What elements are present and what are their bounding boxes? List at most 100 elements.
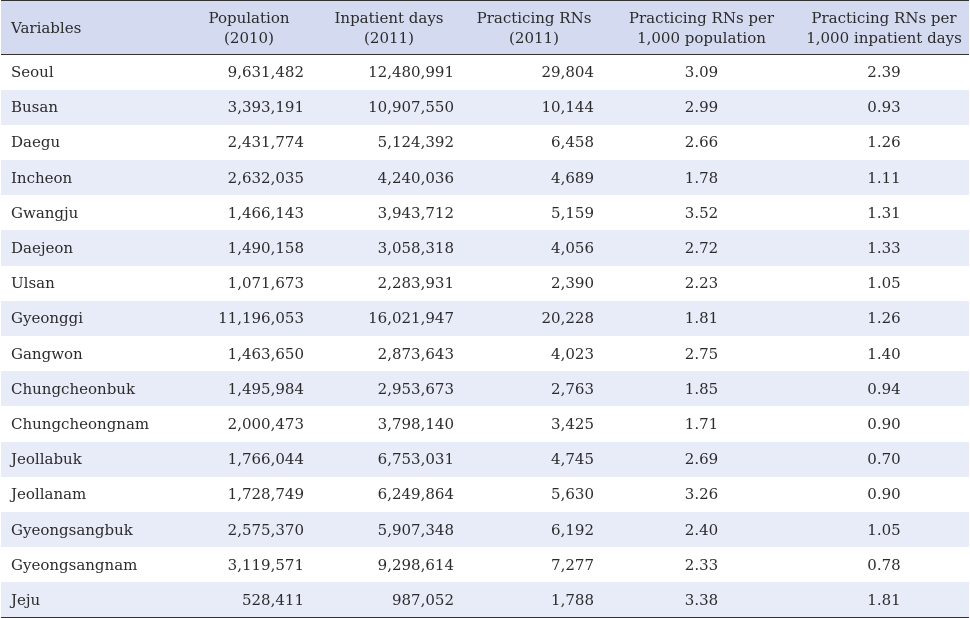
cell-practicing-rns: 5,630 [551,485,594,504]
cell-region: Ulsan [11,274,55,293]
cell-population: 1,728,749 [227,485,304,504]
cell-rns-per-inpatient-days: 1.11 [867,168,901,187]
table-row: Jeollanam 1,728,749 6,249,864 5,630 3.26 0.90 [1,477,969,512]
cell-region: Busan [11,98,58,117]
cell-rns-per-population: 2.66 [684,133,719,152]
cell-rns-per-inpatient-days: 0.70 [867,450,901,469]
table-row: Gyeongsangbuk 2,575,370 5,907,348 6,192 2.40… [1,511,969,548]
cell-rns-per-inpatient-days: 1.33 [867,239,901,258]
header-variables: Variables [11,18,82,37]
cell-region: Seoul [11,63,54,82]
cell-rns-per-population: 3.09 [684,63,719,82]
cell-rns-per-population: 3.26 [684,485,719,504]
cell-practicing-rns: 2,390 [551,274,594,293]
cell-rns-per-inpatient-days: 1.05 [867,520,901,539]
cell-inpatient-days: 3,058,318 [377,239,454,258]
cell-population: 2,000,473 [227,414,304,433]
cell-rns-per-population: 1.85 [684,379,719,398]
cell-practicing-rns: 4,745 [551,450,594,469]
table-row: Jeollabuk 1,766,044 6,753,031 4,745 2.69 0.70 [1,441,969,477]
cell-population: 11,196,053 [218,309,304,328]
table-row: Gwangju 1,466,143 3,943,712 5,159 3.52 1.31 [1,195,969,230]
cell-inpatient-days: 2,283,931 [377,274,454,293]
table-row: Daejeon 1,490,158 3,058,318 4,056 2.72 1.33 [1,230,969,266]
cell-rns-per-population: 1.81 [684,309,719,328]
cell-rns-per-population: 2.23 [684,274,719,293]
table-row: Seoul 9,631,482 12,480,991 29,804 3.09 2.39 [1,55,969,90]
cell-inpatient-days: 12,480,991 [368,63,454,82]
table-row: Gyeonggi 11,196,053 16,021,947 20,228 1.81 1.… [1,300,969,336]
cell-rns-per-population: 1.78 [684,168,719,187]
cell-rns-per-inpatient-days: 0.94 [867,379,901,398]
cell-practicing-rns: 5,159 [551,203,594,222]
header-inpatient-days: Inpatient days (2011) [334,8,444,47]
cell-population: 2,632,035 [227,168,304,187]
cell-region: Daegu [11,133,61,152]
cell-region: Gyeonggi [11,309,84,328]
cell-practicing-rns: 1,788 [551,590,594,609]
cell-practicing-rns: 6,192 [551,520,594,539]
cell-rns-per-inpatient-days: 0.90 [867,414,901,433]
cell-rns-per-population: 1.71 [684,414,719,433]
cell-practicing-rns: 4,023 [551,344,594,363]
cell-rns-per-inpatient-days: 1.26 [867,309,901,328]
cell-inpatient-days: 4,240,036 [377,168,454,187]
cell-practicing-rns: 4,056 [551,239,594,258]
cell-population: 1,071,673 [227,274,304,293]
cell-rns-per-population: 2.75 [684,344,719,363]
cell-inpatient-days: 6,753,031 [377,450,454,469]
cell-region: Incheon [11,168,73,187]
header-practicing-rns: Practicing RNs (2011) [476,8,592,47]
cell-practicing-rns: 20,228 [541,309,595,328]
cell-rns-per-population: 2.72 [684,239,719,258]
cell-rns-per-inpatient-days: 2.39 [867,63,901,82]
cell-population: 1,490,158 [227,239,304,258]
cell-region: Jeju [11,590,41,609]
cell-rns-per-inpatient-days: 1.81 [867,590,901,609]
cell-rns-per-inpatient-days: 0.78 [867,555,901,574]
table-row: Daegu 2,431,774 5,124,392 6,458 2.66 1.26 [1,125,969,160]
cell-rns-per-population: 2.99 [684,98,719,117]
cell-region: Chungcheongnam [11,414,150,433]
cell-population: 1,766,044 [227,450,304,469]
header-population: Population (2010) [208,8,290,47]
cell-inpatient-days: 987,052 [391,590,454,609]
cell-inpatient-days: 3,943,712 [377,203,454,222]
cell-rns-per-population: 3.38 [684,590,719,609]
cell-population: 528,411 [241,590,304,609]
table-row: Jeju 528,411 987,052 1,788 3.38 1.81 [1,582,969,618]
table-row: Gyeongsangnam 3,119,571 9,298,614 7,277 2.33… [1,547,969,582]
cell-region: Jeollanam [11,485,87,504]
cell-population: 1,463,650 [227,344,304,363]
cell-population: 3,393,191 [227,98,304,117]
cell-practicing-rns: 2,763 [551,379,594,398]
cell-practicing-rns: 4,689 [551,168,594,187]
cell-rns-per-inpatient-days: 1.26 [867,133,901,152]
cell-population: 1,466,143 [227,203,304,222]
cell-rns-per-population: 3.52 [684,203,719,222]
cell-rns-per-population: 2.40 [684,520,719,539]
cell-inpatient-days: 3,798,140 [377,414,454,433]
table-row: Chungcheonbuk 1,495,984 2,953,673 2,763 1.85… [1,371,969,407]
header-rns-per-inpatient-days: Practicing RNs per 1,000 inpatient days [806,8,962,47]
table-row: Chungcheongnam 2,000,473 3,798,140 3,425 1.7… [1,406,969,441]
cell-population: 2,431,774 [227,133,304,152]
cell-population: 1,495,984 [227,379,304,398]
cell-region: Gwangju [11,203,79,222]
cell-population: 2,575,370 [227,520,304,539]
cell-region: Gyeongsangnam [11,555,138,574]
table-body: Seoul 9,631,482 12,480,991 29,804 3.09 2.39 Bu… [1,55,969,618]
cell-rns-per-inpatient-days: 0.90 [867,485,901,504]
table-row: Incheon 2,632,035 4,240,036 4,689 1.78 1.11 [1,160,969,196]
cell-practicing-rns: 10,144 [541,98,595,117]
cell-inpatient-days: 16,021,947 [368,309,454,328]
cell-practicing-rns: 7,277 [551,555,594,574]
cell-inpatient-days: 6,249,864 [377,485,454,504]
cell-region: Gangwon [11,344,83,363]
cell-region: Jeollabuk [11,450,82,469]
cell-population: 9,631,482 [227,63,304,82]
header-rns-per-population: Practicing RNs per 1,000 population [628,8,775,47]
cell-rns-per-population: 2.33 [684,555,719,574]
cell-inpatient-days: 5,907,348 [377,520,454,539]
cell-region: Daejeon [11,239,74,258]
